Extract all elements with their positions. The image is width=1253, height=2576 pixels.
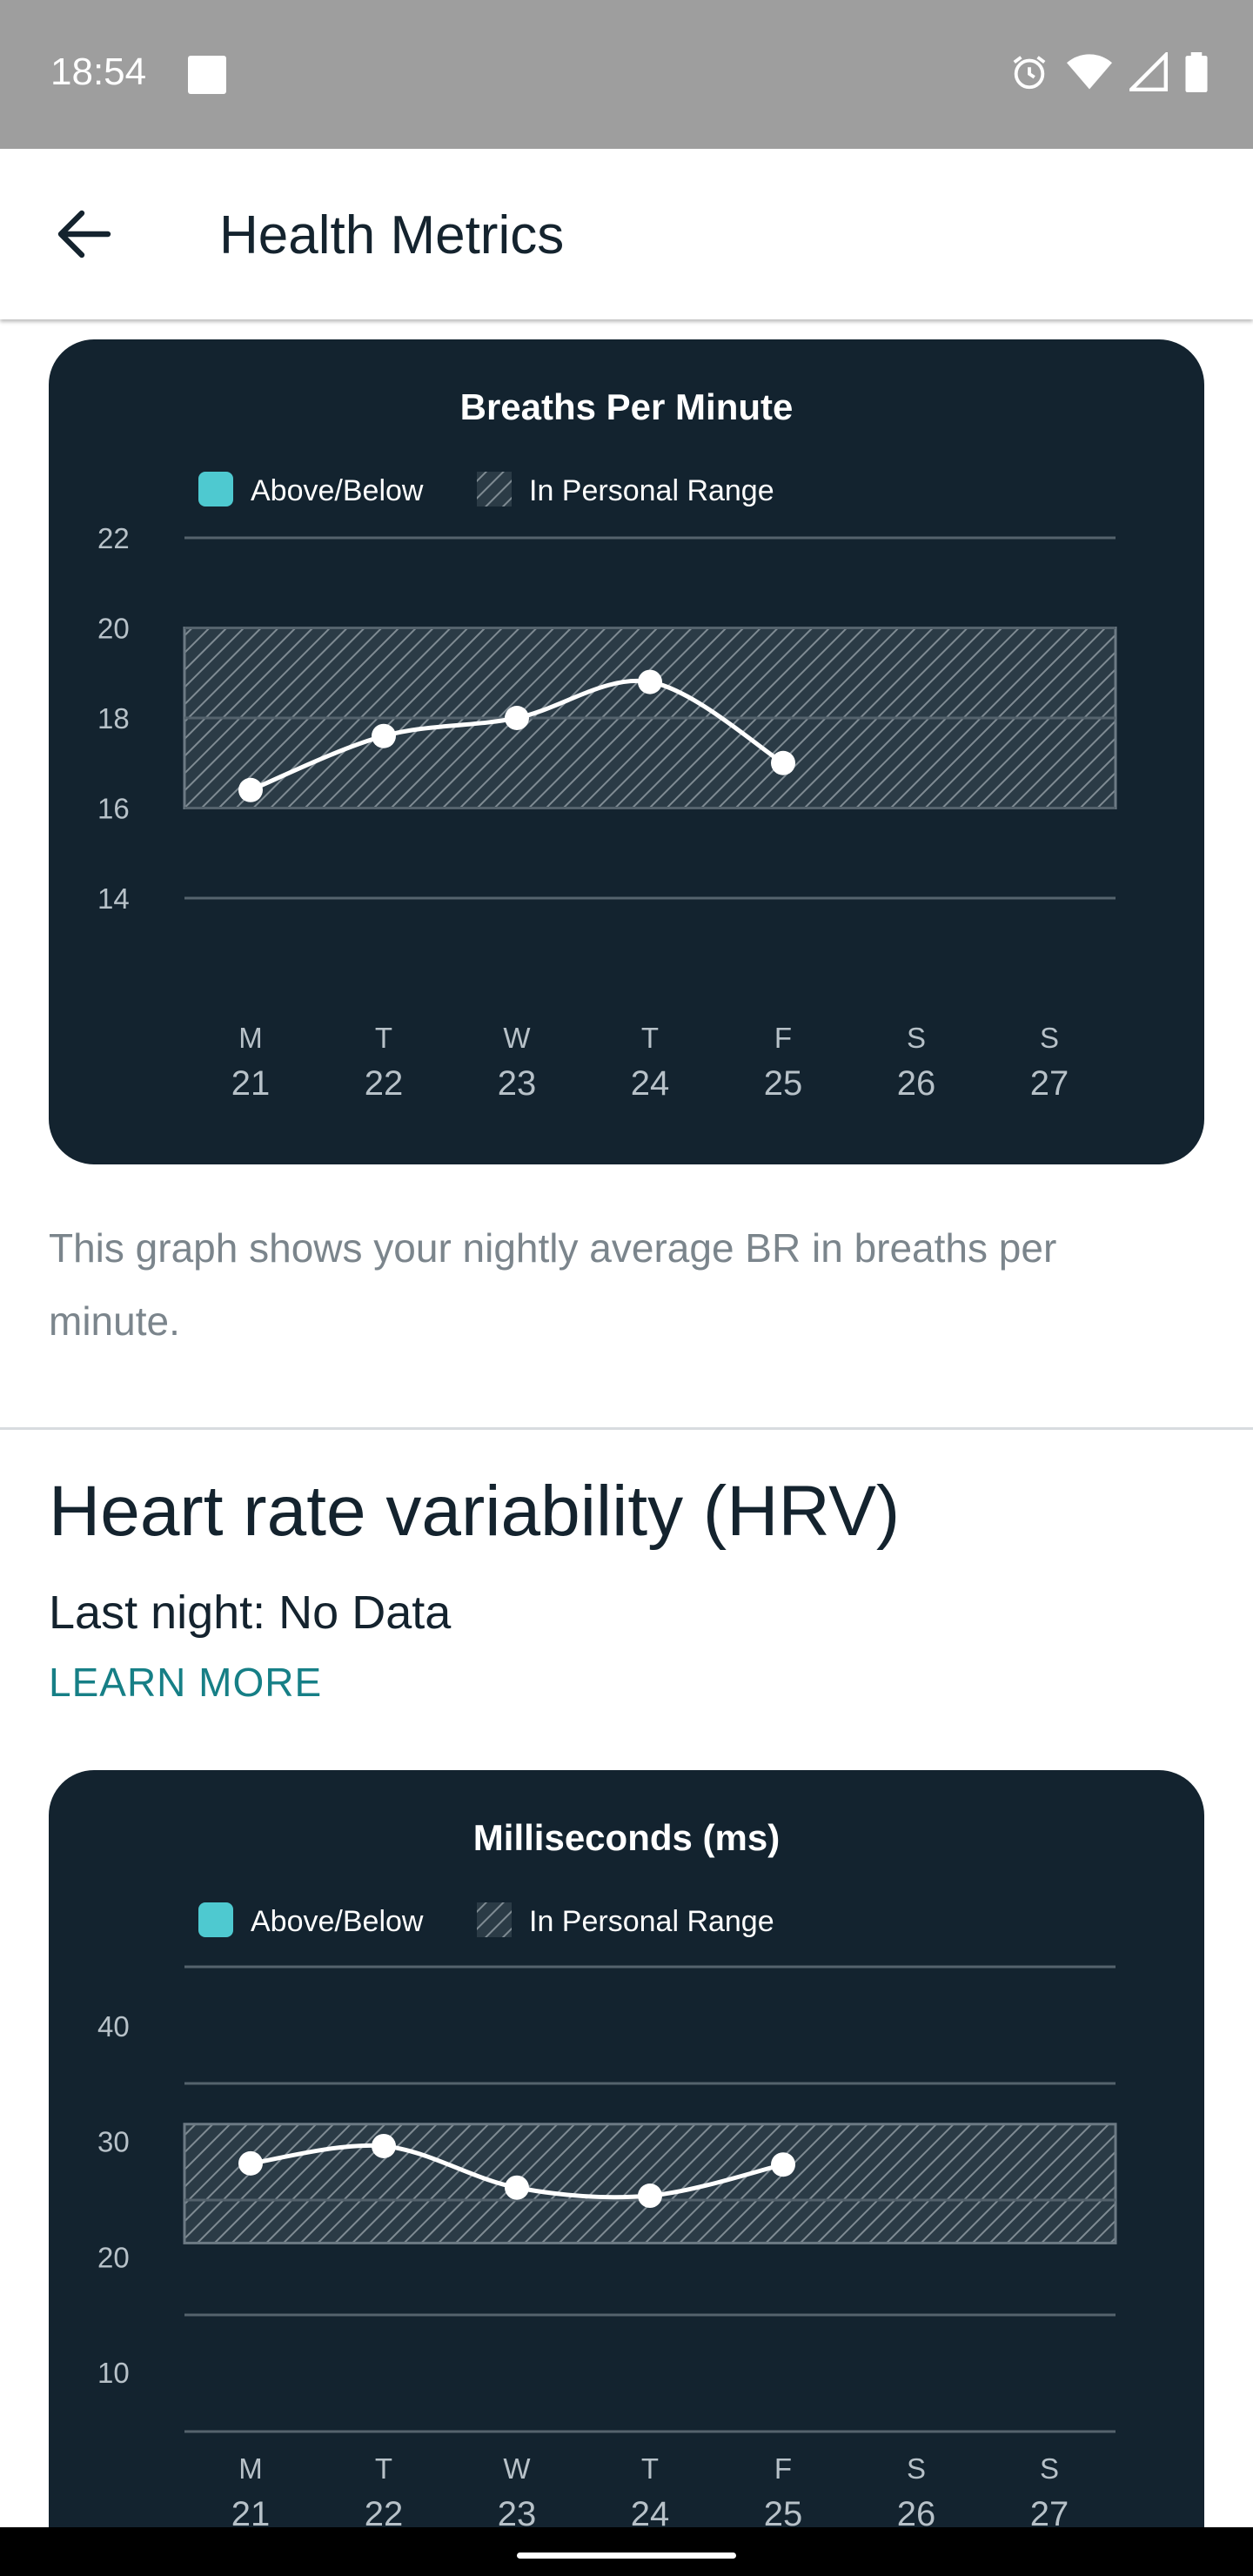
y-tick-label: 18 — [97, 702, 130, 735]
x-date-label: 27 — [1030, 1064, 1069, 1103]
x-date-label: 25 — [764, 2495, 803, 2533]
x-day-label: T — [641, 2452, 659, 2485]
x-day-label: S — [1040, 1022, 1059, 1054]
y-tick-label: 20 — [97, 613, 130, 645]
section-divider — [0, 1427, 1253, 1430]
chart-legend: Above/Below In Personal Range — [198, 1902, 774, 1938]
x-day-label: T — [641, 1022, 659, 1054]
signal-icon — [1129, 52, 1168, 91]
hrv-last-night: Last night: No Data — [49, 1587, 452, 1639]
status-icons — [1009, 52, 1208, 92]
y-tick-label: 10 — [97, 2357, 130, 2389]
chart-title: Milliseconds (ms) — [473, 1817, 780, 1858]
x-date-label: 25 — [764, 1064, 803, 1103]
hrv-chart-card: Milliseconds (ms) Above/Below In Persona… — [49, 1770, 1204, 2576]
battery-icon — [1185, 52, 1208, 92]
system-navigation-bar — [0, 2527, 1253, 2576]
home-indicator[interactable] — [517, 2553, 736, 2559]
x-day-label: T — [375, 1022, 392, 1054]
x-day-label: T — [375, 2452, 392, 2485]
status-time: 18:54 — [50, 50, 147, 93]
alarm-icon — [1013, 56, 1046, 90]
data-point — [372, 723, 396, 748]
back-arrow-icon — [57, 210, 111, 258]
legend-in-range-label: In Personal Range — [529, 474, 774, 507]
y-tick-label: 20 — [97, 2241, 130, 2273]
x-date-label: 26 — [897, 2495, 936, 2533]
data-point — [771, 750, 795, 775]
wifi-icon — [1067, 54, 1112, 90]
legend-above-below-swatch — [198, 472, 233, 506]
legend-in-range-label: In Personal Range — [529, 1905, 774, 1938]
data-point — [238, 777, 263, 802]
hrv-section-heading: Heart rate variability (HRV) — [49, 1472, 901, 1551]
back-button[interactable] — [49, 199, 118, 269]
data-point — [771, 2152, 795, 2177]
legend-in-range-swatch — [477, 1902, 512, 1937]
legend-above-below-swatch — [198, 1902, 233, 1937]
legend-above-below-label: Above/Below — [251, 474, 424, 507]
x-date-label: 22 — [365, 2495, 404, 2533]
br-chart: Breaths Per Minute Above/Below In Person… — [97, 386, 1117, 1103]
data-point — [638, 2184, 662, 2209]
x-date-label: 26 — [897, 1064, 936, 1103]
x-day-label: M — [238, 1022, 263, 1054]
data-point — [505, 706, 529, 730]
x-date-label: 21 — [231, 1064, 271, 1103]
data-point — [505, 2175, 529, 2200]
y-tick-label: 30 — [97, 2126, 130, 2158]
sonos-notification-icon — [188, 56, 226, 94]
app-bar: Health Metrics — [0, 149, 1253, 319]
y-tick-label: 16 — [97, 793, 130, 825]
status-bar: 18:54 — [0, 0, 1253, 149]
legend-above-below-label: Above/Below — [251, 1905, 424, 1938]
legend-in-range-swatch — [477, 472, 512, 506]
x-date-label: 27 — [1030, 2495, 1069, 2533]
x-day-label: S — [907, 1022, 926, 1054]
x-date-label: 24 — [631, 1064, 670, 1103]
x-date-label: 24 — [631, 2495, 670, 2533]
x-date-label: 23 — [498, 2495, 537, 2533]
x-date-label: 21 — [231, 2495, 271, 2533]
chart-title: Breaths Per Minute — [460, 386, 794, 427]
x-day-label: F — [774, 1022, 792, 1054]
x-day-label: M — [238, 2452, 263, 2485]
page-title: Health Metrics — [219, 205, 565, 265]
x-day-label: F — [774, 2452, 792, 2485]
x-day-label: W — [503, 1022, 531, 1054]
x-day-label: S — [1040, 2452, 1059, 2485]
data-point — [238, 2150, 263, 2176]
y-tick-label: 40 — [97, 2010, 130, 2043]
br-chart-description: This graph shows your nightly average BR… — [49, 1225, 1057, 1344]
x-date-label: 23 — [498, 1064, 537, 1103]
data-point — [372, 2133, 396, 2158]
learn-more-link[interactable]: LEARN MORE — [49, 1660, 323, 1705]
y-tick-label: 14 — [97, 882, 130, 915]
y-tick-label: 22 — [97, 522, 130, 554]
br-chart-card: Breaths Per Minute Above/Below In Person… — [49, 339, 1204, 1164]
x-day-label: S — [907, 2452, 926, 2485]
chart-legend: Above/Below In Personal Range — [198, 472, 774, 507]
data-point — [638, 669, 662, 694]
hrv-chart: Milliseconds (ms) Above/Below In Persona… — [97, 1817, 1117, 2533]
x-date-label: 22 — [365, 1064, 404, 1103]
x-day-label: W — [503, 2452, 531, 2485]
